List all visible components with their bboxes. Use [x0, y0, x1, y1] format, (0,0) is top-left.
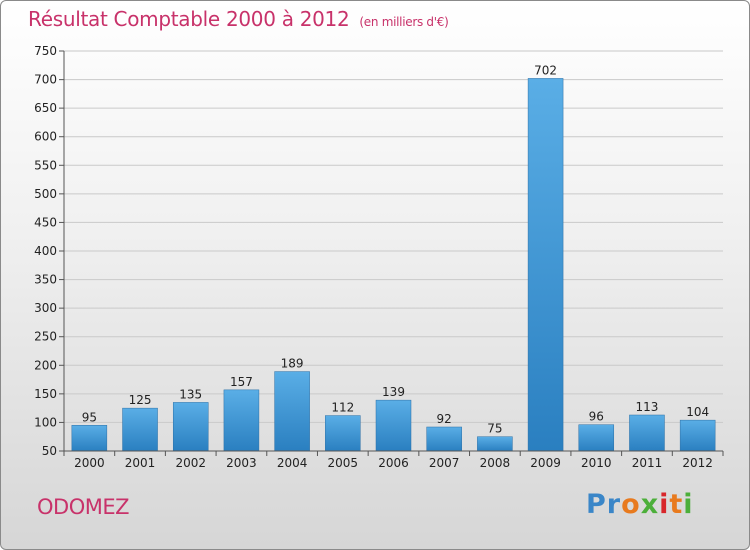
- x-tick-label: 2000: [74, 456, 105, 470]
- y-tick-label: 50: [42, 444, 57, 458]
- logo-letter: t: [669, 489, 684, 520]
- x-tick-label: 2011: [632, 456, 663, 470]
- bar: [527, 78, 564, 452]
- x-tick-label: 2001: [125, 456, 156, 470]
- data-label: 139: [382, 385, 405, 399]
- y-tick-label: 200: [34, 358, 57, 372]
- chart-subtitle: (en milliers d'€): [359, 15, 449, 29]
- data-label: 113: [636, 400, 659, 414]
- bar: [679, 419, 716, 452]
- location-name: ODOMEZ: [37, 495, 130, 519]
- y-tick-label: 150: [34, 387, 57, 401]
- x-tick-label: 2005: [328, 456, 359, 470]
- bar: [71, 425, 108, 452]
- bar: [629, 414, 665, 452]
- logo-letter: x: [640, 489, 660, 520]
- data-label: 135: [179, 387, 202, 401]
- x-tick-label: 2008: [480, 456, 511, 470]
- proxiti-logo: Proxiti: [586, 489, 694, 520]
- y-tick-label: 750: [34, 44, 57, 58]
- y-tick-label: 600: [34, 130, 57, 144]
- bar: [325, 415, 361, 452]
- logo-letter: P: [586, 489, 607, 520]
- chart-title: Résultat Comptable 2000 à 2012 (en millie…: [28, 7, 449, 31]
- x-tick-label: 2002: [175, 456, 206, 470]
- data-label: 112: [331, 401, 354, 415]
- bar: [375, 399, 412, 452]
- data-label: 702: [534, 63, 557, 77]
- data-label: 104: [686, 405, 709, 419]
- y-tick-label: 700: [34, 73, 57, 87]
- y-tick-label: 500: [34, 187, 57, 201]
- x-tick-label: 2009: [530, 456, 561, 470]
- x-tick-label: 2003: [226, 456, 257, 470]
- logo-letter: r: [606, 489, 622, 520]
- y-tick-label: 250: [34, 330, 57, 344]
- y-tick-label: 350: [34, 273, 57, 287]
- y-tick-label: 100: [34, 415, 57, 429]
- logo-letter: i: [659, 489, 670, 520]
- y-tick-label: 300: [34, 301, 57, 315]
- logo-letter: o: [621, 489, 641, 520]
- data-label: 95: [82, 410, 97, 424]
- data-label: 92: [437, 412, 452, 426]
- data-label: 189: [281, 357, 304, 371]
- bar: [477, 436, 513, 452]
- data-label: 125: [129, 393, 152, 407]
- data-label: 96: [589, 410, 604, 424]
- chart-title-text: Résultat Comptable 2000 à 2012: [28, 7, 350, 31]
- bar: [578, 424, 615, 452]
- y-tick-label: 400: [34, 244, 57, 258]
- y-tick-label: 550: [34, 158, 57, 172]
- x-tick-label: 2010: [581, 456, 612, 470]
- x-tick-label: 2012: [682, 456, 713, 470]
- x-tick-label: 2004: [277, 456, 308, 470]
- y-tick-label: 450: [34, 215, 57, 229]
- bar: [122, 407, 158, 452]
- data-label: 157: [230, 375, 253, 389]
- bar: [426, 426, 462, 452]
- logo-letter: i: [683, 489, 694, 520]
- bar: [172, 402, 209, 452]
- y-tick-label: 650: [34, 101, 57, 115]
- data-label: 75: [487, 422, 502, 436]
- x-tick-label: 2007: [429, 456, 460, 470]
- bar: [274, 371, 310, 452]
- x-tick-label: 2006: [378, 456, 409, 470]
- bar: [223, 389, 260, 452]
